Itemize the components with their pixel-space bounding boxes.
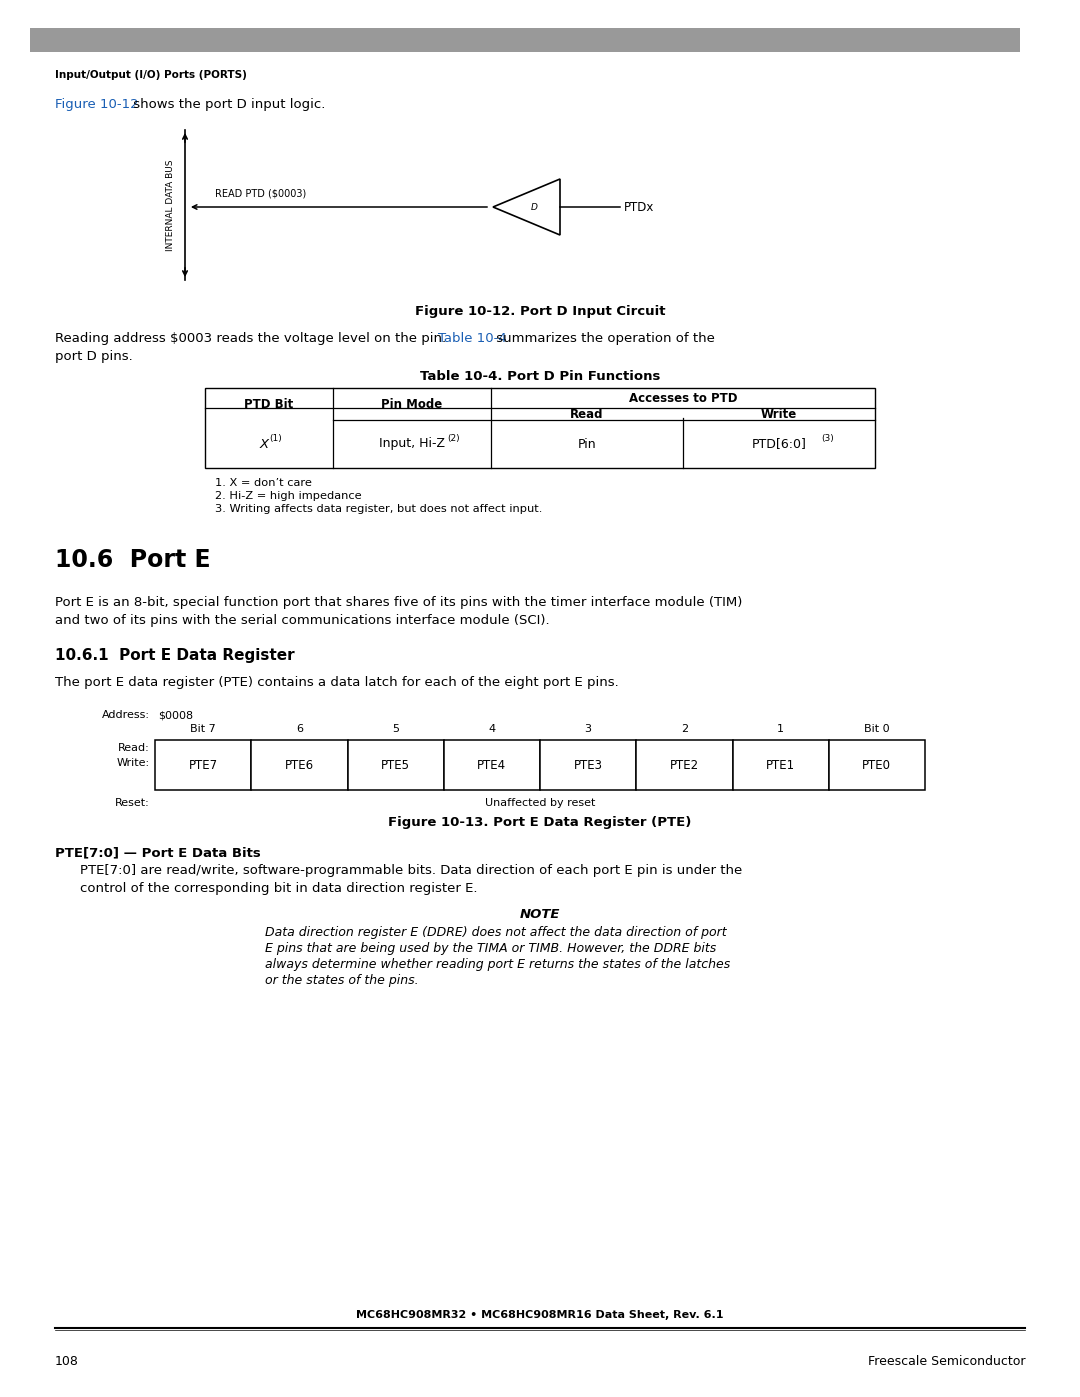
Text: PTE1: PTE1 <box>766 759 795 771</box>
Text: X: X <box>260 437 269 450</box>
Text: Unaffected by reset: Unaffected by reset <box>485 798 595 807</box>
Text: Input/Output (I/O) Ports (PORTS): Input/Output (I/O) Ports (PORTS) <box>55 70 247 80</box>
Text: 6: 6 <box>296 724 302 733</box>
Text: Figure 10-12: Figure 10-12 <box>55 98 138 110</box>
Text: 2. Hi-Z = high impedance: 2. Hi-Z = high impedance <box>215 490 362 502</box>
Text: always determine whether reading port E returns the states of the latches: always determine whether reading port E … <box>265 958 730 971</box>
Text: (2): (2) <box>447 433 460 443</box>
Text: Pin: Pin <box>578 437 596 450</box>
Text: (3): (3) <box>821 433 834 443</box>
Text: 1. X = don’t care: 1. X = don’t care <box>215 478 312 488</box>
Text: PTE[7:0] are read/write, software-programmable bits. Data direction of each port: PTE[7:0] are read/write, software-progra… <box>80 863 742 877</box>
Text: 4: 4 <box>488 724 496 733</box>
Bar <box>348 740 444 789</box>
Text: and two of its pins with the serial communications interface module (SCI).: and two of its pins with the serial comm… <box>55 615 550 627</box>
Text: Port E is an 8-bit, special function port that shares five of its pins with the : Port E is an 8-bit, special function por… <box>55 597 742 609</box>
Text: READ PTD ($0003): READ PTD ($0003) <box>215 189 307 198</box>
Text: 3: 3 <box>584 724 592 733</box>
Text: PTDx: PTDx <box>624 201 654 214</box>
Bar <box>636 740 732 789</box>
Bar <box>156 740 252 789</box>
Text: INTERNAL DATA BUS: INTERNAL DATA BUS <box>166 159 175 250</box>
Text: PTE6: PTE6 <box>285 759 314 771</box>
Text: PTE2: PTE2 <box>670 759 699 771</box>
Text: Figure 10-13. Port E Data Register (PTE): Figure 10-13. Port E Data Register (PTE) <box>389 816 691 828</box>
Text: PTE7: PTE7 <box>189 759 218 771</box>
Text: 3. Writing affects data register, but does not affect input.: 3. Writing affects data register, but do… <box>215 504 542 514</box>
Text: Address:: Address: <box>102 710 150 719</box>
Text: Bit 0: Bit 0 <box>864 724 890 733</box>
Text: Reading address $0003 reads the voltage level on the pin.: Reading address $0003 reads the voltage … <box>55 332 450 345</box>
Text: Table 10-4. Port D Pin Functions: Table 10-4. Port D Pin Functions <box>420 370 660 383</box>
Text: NOTE: NOTE <box>519 908 561 921</box>
Bar <box>205 388 875 468</box>
Text: or the states of the pins.: or the states of the pins. <box>265 974 419 988</box>
Text: control of the corresponding bit in data direction register E.: control of the corresponding bit in data… <box>80 882 477 895</box>
Text: MC68HC908MR32 • MC68HC908MR16 Data Sheet, Rev. 6.1: MC68HC908MR32 • MC68HC908MR16 Data Sheet… <box>356 1310 724 1320</box>
Text: Read:: Read: <box>118 743 150 753</box>
Bar <box>828 740 924 789</box>
Text: (1): (1) <box>269 433 282 443</box>
Text: Input, Hi-Z: Input, Hi-Z <box>379 437 445 450</box>
Text: 1: 1 <box>778 724 784 733</box>
Text: Accesses to PTD: Accesses to PTD <box>629 391 738 405</box>
Text: PTD[6:0]: PTD[6:0] <box>752 437 807 450</box>
Text: 10.6  Port E: 10.6 Port E <box>55 548 211 571</box>
Bar <box>540 740 636 789</box>
Text: Table 10-4: Table 10-4 <box>438 332 507 345</box>
Text: D: D <box>531 203 538 211</box>
Text: Pin Mode: Pin Mode <box>381 398 443 411</box>
Text: E pins that are being used by the TIMA or TIMB. However, the DDRE bits: E pins that are being used by the TIMA o… <box>265 942 716 956</box>
Text: Write: Write <box>761 408 797 420</box>
Text: The port E data register (PTE) contains a data latch for each of the eight port : The port E data register (PTE) contains … <box>55 676 619 689</box>
Text: PTE[7:0] — Port E Data Bits: PTE[7:0] — Port E Data Bits <box>55 847 260 859</box>
Text: Data direction register E (DDRE) does not affect the data direction of port: Data direction register E (DDRE) does no… <box>265 926 727 939</box>
Bar <box>30 28 1020 52</box>
Text: 2: 2 <box>680 724 688 733</box>
Text: $0008: $0008 <box>158 710 193 719</box>
Text: PTE0: PTE0 <box>862 759 891 771</box>
Text: PTE3: PTE3 <box>573 759 603 771</box>
Text: PTD Bit: PTD Bit <box>244 398 294 411</box>
Text: Freescale Semiconductor: Freescale Semiconductor <box>867 1355 1025 1368</box>
Bar <box>252 740 348 789</box>
Text: PTE5: PTE5 <box>381 759 410 771</box>
Bar <box>444 740 540 789</box>
Text: 108: 108 <box>55 1355 79 1368</box>
Text: Reset:: Reset: <box>116 798 150 807</box>
Text: PTE4: PTE4 <box>477 759 507 771</box>
Text: 10.6.1  Port E Data Register: 10.6.1 Port E Data Register <box>55 648 295 664</box>
Bar <box>732 740 828 789</box>
Text: 5: 5 <box>392 724 400 733</box>
Text: shows the port D input logic.: shows the port D input logic. <box>129 98 325 110</box>
Text: Read: Read <box>570 408 604 420</box>
Text: Write:: Write: <box>117 759 150 768</box>
Text: port D pins.: port D pins. <box>55 351 133 363</box>
Text: Figure 10-12. Port D Input Circuit: Figure 10-12. Port D Input Circuit <box>415 305 665 319</box>
Text: summarizes the operation of the: summarizes the operation of the <box>492 332 715 345</box>
Polygon shape <box>492 179 561 235</box>
Text: Bit 7: Bit 7 <box>190 724 216 733</box>
